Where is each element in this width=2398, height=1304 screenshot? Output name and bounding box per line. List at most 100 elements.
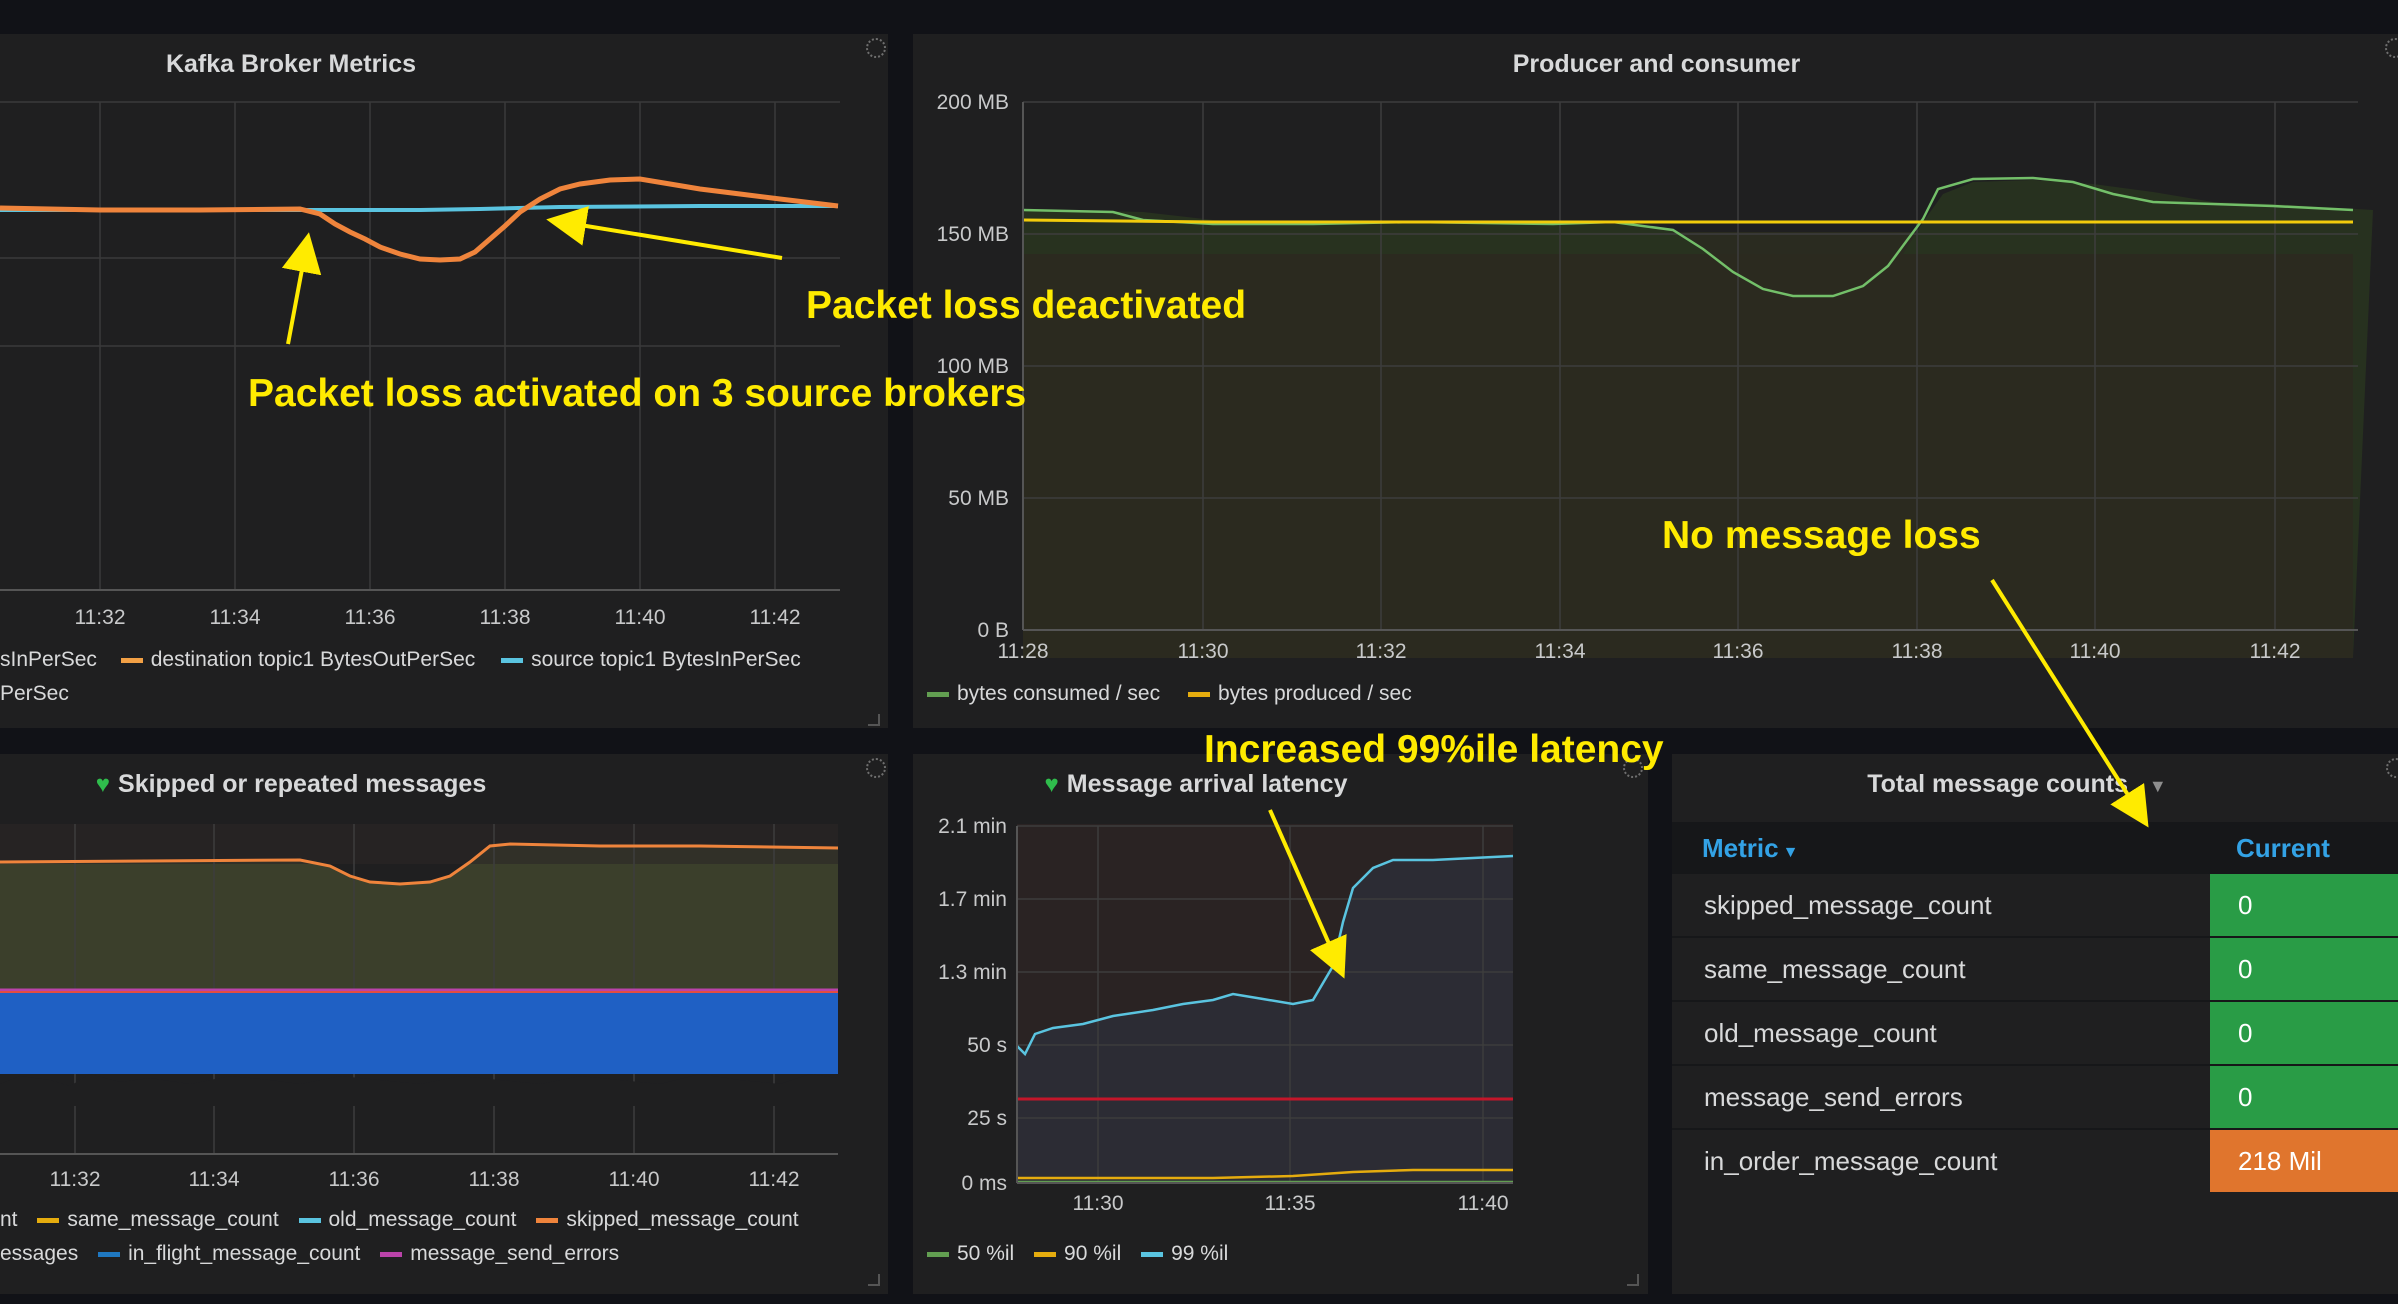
legend-swatch — [927, 691, 949, 697]
y-tick: 0 B — [977, 619, 1009, 642]
kafka-legend-row-1: sInPerSec destination topic1 BytesOutPer… — [0, 648, 801, 672]
current-cell: 218 Mil — [2210, 1129, 2398, 1192]
legend-swatch — [380, 1251, 403, 1257]
y-tick: 2.1 min — [938, 815, 1007, 838]
legend-swatch — [37, 1217, 60, 1223]
legend-item[interactable]: 90 %il — [1064, 1242, 1122, 1265]
legend-item[interactable]: sInPerSec — [0, 648, 97, 671]
heart-icon: ♥ — [1044, 771, 1059, 798]
legend-swatch — [927, 1251, 949, 1257]
table-row: skipped_message_count 0 — [1672, 874, 2398, 937]
legend-swatch — [120, 657, 143, 663]
annotation-no-loss: No message loss — [1662, 514, 1981, 557]
x-tick: 11:30 — [1073, 1192, 1124, 1214]
x-tick: 11:32 — [1356, 640, 1407, 663]
x-tick: 11:35 — [1265, 1192, 1316, 1214]
resize-handle[interactable] — [868, 714, 880, 726]
legend-item[interactable]: essages — [0, 1242, 79, 1265]
column-header-current[interactable]: Current — [2236, 832, 2330, 863]
annotation-deactivated: Packet loss deactivated — [806, 284, 1247, 327]
legend-item[interactable]: bytes produced / sec — [1217, 682, 1412, 705]
destination-bytes-out-line — [0, 176, 839, 263]
table-row: message_send_errors 0 — [1672, 1065, 2398, 1129]
loading-spinner-icon — [1623, 758, 1643, 778]
column-header-metric[interactable]: Metric ▼ — [1702, 832, 1799, 863]
latency-legend: 50 %il 90 %il 99 %il — [913, 1242, 1228, 1266]
sort-caret-icon: ▼ — [1782, 843, 1799, 861]
skipped-legend-row-1: nt same_message_count old_message_count … — [0, 1208, 799, 1232]
resize-handle[interactable] — [868, 1274, 880, 1286]
legend-item[interactable]: old_message_count — [328, 1208, 517, 1231]
latency-panel: ♥ Message arrival latency 2.1 min 1.7 min… — [913, 754, 1648, 1294]
legend-item[interactable]: source topic1 BytesInPerSec — [531, 648, 801, 671]
producer-legend: bytes consumed / sec bytes produced / se… — [913, 682, 1412, 706]
legend-swatch — [501, 657, 524, 663]
panel-title[interactable]: Kafka Broker Metrics — [165, 50, 417, 78]
skipped-message-line — [0, 842, 839, 886]
caret-down-icon[interactable]: ▼ — [2148, 776, 2167, 796]
metric-cell: same_message_count — [1704, 953, 1966, 984]
skipped-x-ticks: 11:32 11:34 11:36 11:38 11:40 11:42 — [50, 1168, 800, 1191]
x-tick: 11:42 — [749, 1168, 800, 1191]
y-tick: 50 MB — [948, 487, 1009, 510]
x-tick: 11:38 — [1892, 640, 1943, 663]
x-tick: 11:28 — [998, 640, 1049, 663]
legend-item[interactable]: PerSec — [0, 682, 69, 705]
table-header-row: Metric ▼ Current — [1672, 822, 2398, 874]
metric-cell: old_message_count — [1704, 1017, 1937, 1048]
x-tick: 11:40 — [1458, 1192, 1509, 1214]
x-tick: 11:34 — [210, 606, 261, 629]
legend-item[interactable]: skipped_message_count — [566, 1208, 799, 1231]
legend-item[interactable]: 99 %il — [1171, 1242, 1229, 1265]
skipped-legend-row-2: essages in_flight_message_count message_… — [0, 1242, 619, 1266]
y-tick: 50 s — [967, 1034, 1007, 1057]
x-tick: 11:42 — [2250, 640, 2301, 663]
loading-spinner-icon — [866, 38, 886, 58]
x-tick: 11:40 — [609, 1168, 660, 1191]
legend-item[interactable]: bytes consumed / sec — [957, 682, 1161, 705]
x-tick: 11:32 — [75, 606, 126, 629]
producer-consumer-panel: Producer and consumer 200 MB 150 MB 100 … — [913, 34, 2398, 728]
legend-swatch — [298, 1217, 321, 1223]
x-tick: 11:32 — [50, 1168, 101, 1191]
panel-title[interactable]: Producer and consumer — [1512, 50, 1801, 78]
x-tick: 11:38 — [480, 606, 531, 629]
annotation-latency: Increased 99%ile latency — [1204, 728, 1664, 771]
total-message-counts-panel: Total message counts ▼ Metric ▼ Current s… — [1672, 754, 2398, 1294]
y-tick: 100 MB — [937, 355, 1009, 378]
panel-title-text[interactable]: Skipped or repeated messages — [118, 770, 487, 798]
totals-table: Metric ▼ Current skipped_message_count 0 … — [1672, 822, 2398, 1192]
y-tick: 150 MB — [937, 223, 1009, 246]
legend-swatch — [98, 1251, 121, 1257]
x-tick: 11:36 — [1713, 640, 1764, 663]
legend-item[interactable]: same_message_count — [67, 1208, 279, 1231]
table-row: in_order_message_count 218 Mil — [1672, 1129, 2398, 1192]
panel-title-text[interactable]: Message arrival latency — [1066, 770, 1348, 798]
y-tick-labels: 2.1 min 1.7 min 1.3 min 50 s 25 s 0 ms — [938, 815, 1007, 1195]
legend-item[interactable]: destination topic1 BytesOutPerSec — [150, 648, 476, 671]
kafka-legend-row-2: PerSec — [0, 682, 69, 706]
legend-item[interactable]: nt — [0, 1208, 18, 1231]
y-tick: 200 MB — [937, 91, 1009, 114]
legend-swatch — [1034, 1251, 1057, 1257]
resize-handle[interactable] — [1627, 1274, 1639, 1286]
metric-cell: skipped_message_count — [1704, 889, 1992, 920]
legend-item[interactable]: 50 %il — [957, 1242, 1015, 1265]
panel-title-text[interactable]: Total message counts — [1867, 770, 2128, 798]
x-tick-labels: 11:32 11:34 11:36 11:38 11:40 11:42 — [75, 606, 801, 629]
legend-swatch — [1141, 1251, 1164, 1257]
legend-item[interactable]: message_send_errors — [410, 1242, 620, 1265]
legend-item[interactable]: in_flight_message_count — [128, 1242, 361, 1265]
table-row: old_message_count 0 — [1672, 1001, 2398, 1065]
current-cell: 0 — [2210, 937, 2398, 1001]
current-cell: 0 — [2210, 1065, 2398, 1129]
bytes-produced-line — [1022, 218, 2353, 224]
x-tick: 11:30 — [1178, 640, 1229, 663]
p90-line — [1017, 1168, 1513, 1180]
plot-bg-top — [0, 824, 838, 864]
x-tick: 11:36 — [345, 606, 396, 629]
annotation-activated: Packet loss activated on 3 source broker… — [248, 372, 1027, 415]
legend-swatch — [1187, 691, 1210, 697]
producer-consumer-chart: 200 MB 150 MB 100 MB 50 MB 0 B 11:28 11:… — [937, 91, 2373, 663]
p99-area — [1017, 856, 1513, 1183]
